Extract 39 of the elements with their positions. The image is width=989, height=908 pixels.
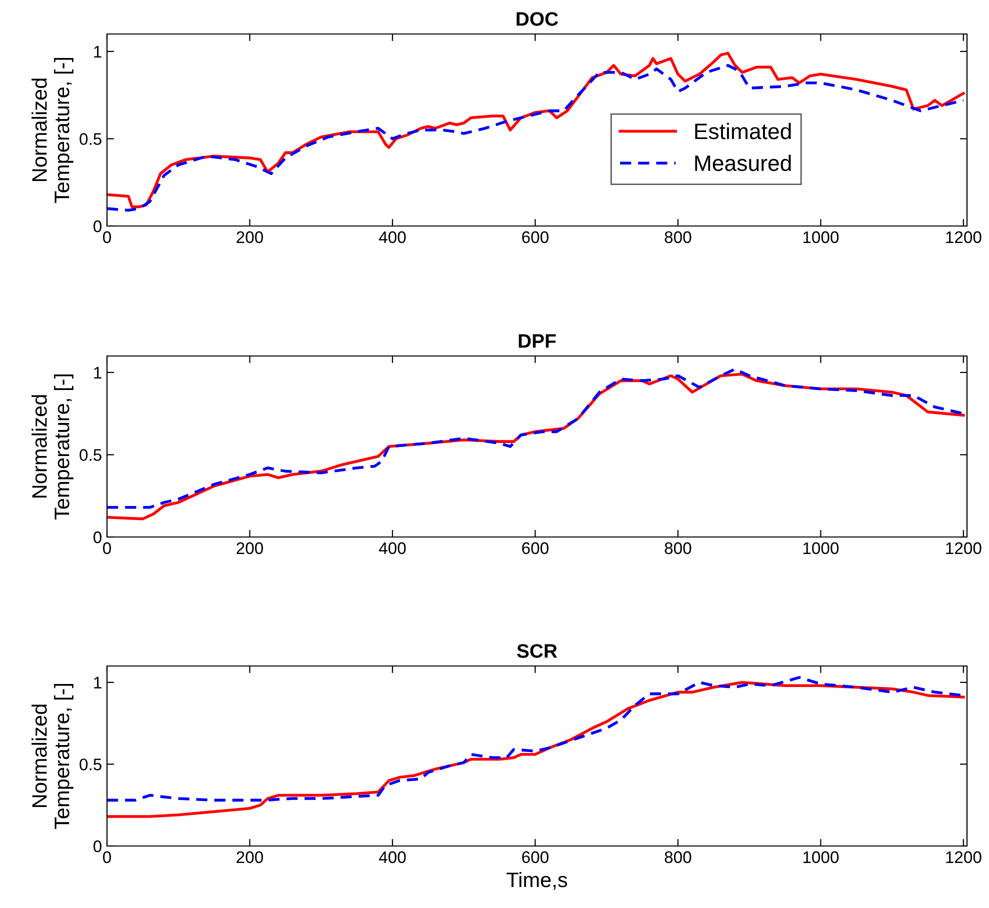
y-tick-label: 0: [94, 531, 102, 544]
x-tick-label: 0: [103, 231, 111, 244]
y-axis-title: Normalized Temperature, [-]: [32, 684, 74, 830]
x-tick-label: 1200: [946, 851, 982, 864]
y-axis-title: Normalized Temperature, [-]: [32, 58, 74, 204]
y-tick-label: 0.5: [80, 449, 102, 461]
y-tick-label: 0: [94, 220, 102, 232]
chart-title: SCR: [517, 644, 558, 658]
x-tick-label: 1000: [803, 851, 839, 864]
y-tick-label: 0.5: [80, 133, 102, 145]
x-axis-title: Time,s: [506, 872, 568, 890]
y-tick-label: 1: [94, 46, 102, 58]
chart-title: DOC: [516, 12, 558, 26]
x-tick-label: 200: [236, 231, 263, 244]
x-tick-label: 1000: [803, 542, 839, 554]
x-tick-label: 0: [103, 542, 111, 554]
x-tick-label: 400: [378, 231, 406, 244]
legend-label: Estimated: [695, 122, 791, 140]
chart-title: DPF: [518, 334, 556, 348]
x-tick-label: 200: [236, 542, 263, 554]
y-tick-label: 1: [94, 367, 102, 378]
x-tick-label: 1200: [946, 231, 982, 244]
x-tick-label: 200: [236, 851, 263, 864]
x-tick-label: 1200: [946, 542, 982, 554]
x-tick-label: 0: [103, 851, 111, 864]
x-tick-label: 400: [378, 542, 406, 554]
x-tick-label: 600: [522, 542, 548, 554]
x-tick-label: 600: [522, 851, 548, 864]
x-tick-label: 800: [664, 851, 692, 864]
y-tick-label: 1: [94, 676, 102, 688]
x-tick-label: 400: [378, 851, 406, 864]
y-tick-label: 0: [94, 840, 102, 852]
legend-label: Measured: [695, 154, 791, 172]
y-axis-title: Normalized Temperature, [-]: [32, 374, 74, 520]
x-tick-label: 600: [522, 231, 548, 244]
x-tick-label: 800: [664, 231, 692, 244]
y-tick-label: 0.5: [80, 758, 102, 770]
x-tick-label: 800: [664, 542, 692, 554]
x-tick-label: 1000: [803, 231, 839, 244]
